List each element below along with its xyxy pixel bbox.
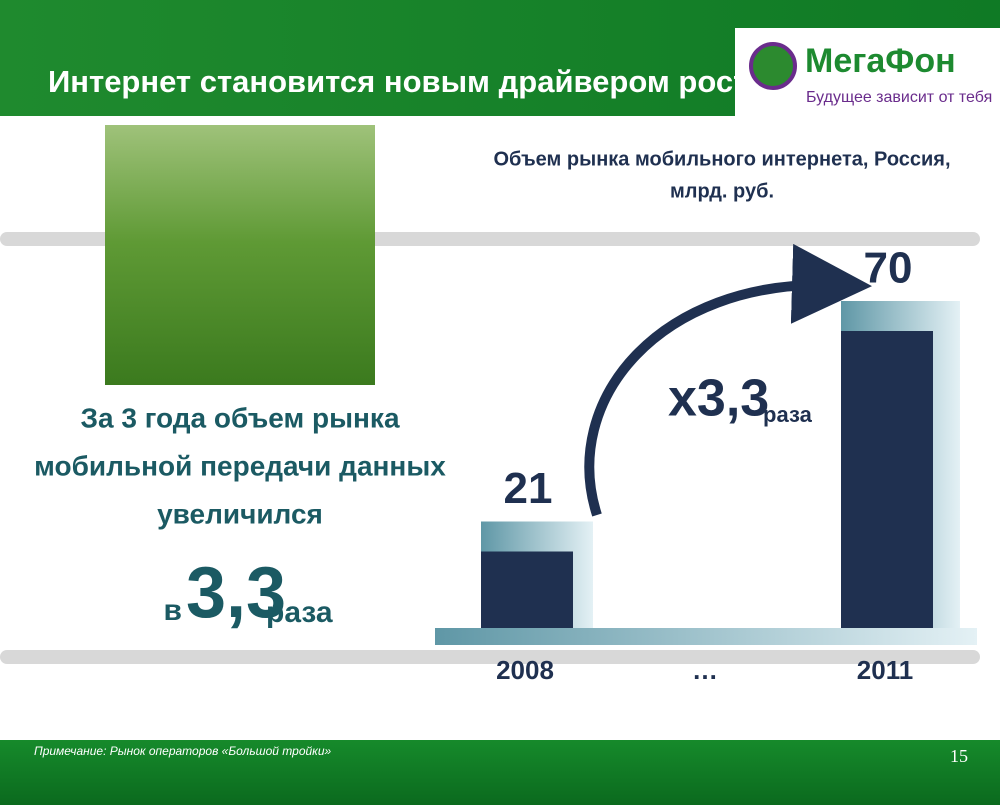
summary-line: увеличился: [157, 498, 323, 529]
page-number: 15: [950, 746, 968, 766]
x-tick-label: 2008: [496, 655, 554, 685]
summary-line: За 3 года объем рынка: [80, 402, 399, 433]
summary-line: мобильной передачи данных: [34, 450, 446, 481]
chart-title-line: Объем рынка мобильного интернета, Россия…: [493, 148, 950, 170]
value-label: 21: [504, 464, 553, 513]
footer-band: [0, 740, 1000, 805]
bar: [841, 331, 933, 628]
annotation-unit: раза: [763, 402, 813, 427]
value-label: 70: [864, 244, 913, 293]
logo-text: МегаФон: [805, 42, 956, 80]
photo: [105, 125, 375, 385]
x-tick-label: 2011: [857, 655, 913, 685]
annotation: x3,3: [668, 370, 769, 428]
shadow-bar: [0, 650, 980, 664]
summary-number: 3,3: [186, 553, 286, 633]
growth-arrow: [584, 243, 872, 517]
logo-icon: [749, 42, 797, 90]
footnote: Примечание: Рынок операторов «Большой тр…: [34, 744, 332, 758]
baseline: [435, 628, 977, 645]
summary-suffix: раза: [266, 596, 333, 629]
x-tick-label: …: [692, 655, 718, 685]
chart-title-line: млрд. руб.: [670, 180, 774, 202]
slide-title: Интернет становится новым драйвером рост…: [48, 64, 872, 99]
summary: За 3 года объем рынка мобильной передачи …: [34, 402, 446, 529]
chart-title: Объем рынка мобильного интернета, Россия…: [493, 148, 950, 202]
summary-prefix: в: [164, 594, 182, 627]
bar: [481, 551, 573, 628]
logo-tagline: Будущее зависит от тебя: [806, 89, 992, 106]
